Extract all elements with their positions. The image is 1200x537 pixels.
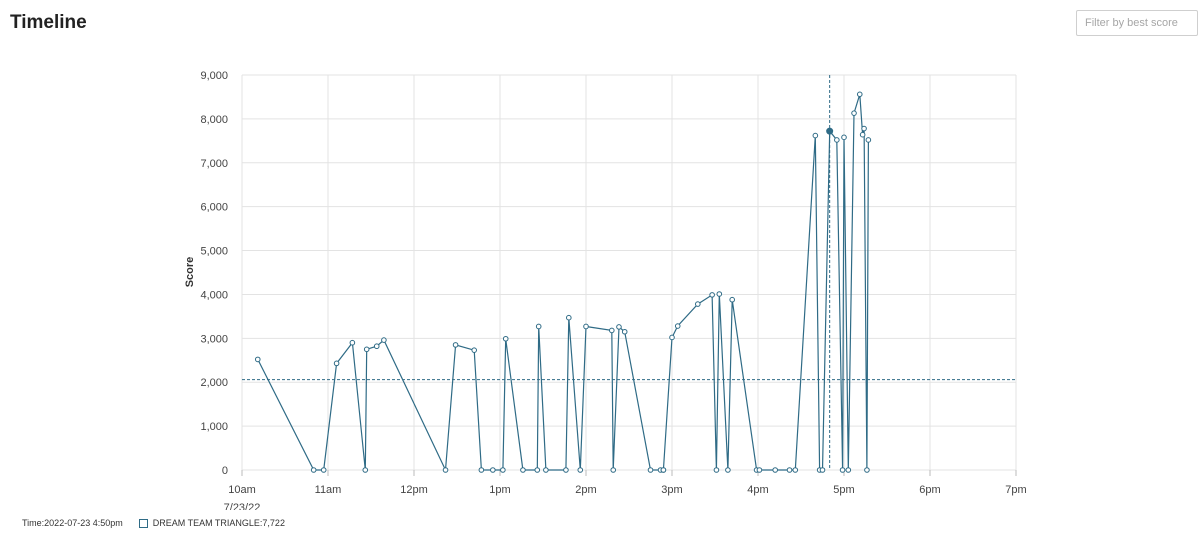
data-point — [502, 335, 509, 342]
data-point — [490, 467, 496, 473]
data-point — [856, 91, 863, 98]
x-tick-label: 7pm — [1005, 484, 1026, 496]
data-point — [381, 337, 387, 343]
data-point — [500, 467, 506, 473]
y-tick-label: 6,000 — [200, 202, 228, 214]
filter-input[interactable] — [1076, 10, 1198, 36]
data-point — [616, 324, 622, 330]
data-point — [609, 327, 615, 334]
data-point — [349, 339, 356, 346]
y-tick-label: 4,000 — [200, 289, 228, 301]
y-tick-label: 0 — [222, 465, 228, 477]
data-point — [320, 467, 327, 473]
data-point — [864, 467, 870, 473]
x-tick-label: 6pm — [919, 484, 940, 496]
data-point — [819, 467, 826, 473]
y-tick-label: 2,000 — [200, 377, 228, 389]
time-label: Time: — [22, 518, 45, 528]
data-point — [577, 467, 584, 473]
data-point — [310, 467, 317, 473]
data-point — [543, 467, 549, 473]
data-point — [839, 467, 846, 473]
legend-swatch — [138, 518, 148, 528]
data-point — [812, 132, 819, 139]
y-tick-label: 8,000 — [200, 114, 228, 126]
page-title: Timeline — [10, 12, 87, 33]
data-point — [865, 137, 872, 143]
data-point — [520, 467, 526, 473]
x-tick-label: 12pm — [400, 484, 428, 496]
data-point — [583, 323, 589, 330]
data-point — [621, 328, 628, 335]
x-date-label: 7/23/22 — [224, 502, 261, 510]
data-point — [729, 296, 736, 303]
x-tick-label: 2pm — [575, 484, 596, 496]
series-polyline — [257, 94, 870, 473]
data-point — [859, 131, 866, 138]
data-point — [861, 125, 867, 132]
data-point — [786, 467, 793, 473]
series-value: 7,722 — [262, 518, 285, 528]
footer-readout: Time: 2022-07-23 4:50pm DREAM TEAM TRIAN… — [22, 518, 285, 528]
x-tick-label: 11am — [315, 484, 342, 496]
y-axis-title: Score — [184, 257, 196, 288]
timeline-chart: 0 1,000 2,000 3,000 4,000 5,000 6,000 7,000 8,00… — [184, 70, 1027, 510]
y-tick-label: 9,000 — [200, 70, 228, 82]
data-point — [535, 323, 542, 330]
data-point — [851, 110, 857, 116]
data-point — [709, 292, 715, 298]
x-axis: 10am 11am 12pm 1pm 2pm 3pm 4pm 5pm 6pm 7pm 7/23/22 — [224, 470, 1027, 510]
data-point — [669, 334, 675, 341]
data-point — [566, 314, 572, 321]
data-point — [373, 343, 380, 350]
y-tick-label: 3,000 — [200, 333, 228, 345]
data-point — [534, 467, 541, 473]
data-point — [845, 467, 852, 473]
x-tick-label: 4pm — [747, 484, 768, 496]
data-point — [756, 467, 763, 473]
data-point — [452, 342, 459, 348]
y-tick-label: 7,000 — [200, 158, 228, 170]
data-point — [716, 291, 723, 297]
x-tick-label: 3pm — [661, 484, 682, 496]
data-point — [442, 467, 449, 473]
series-label: DREAM TEAM TRIANGLE: — [152, 518, 263, 528]
data-point — [363, 346, 370, 353]
data-point — [674, 323, 681, 329]
highlight-point — [826, 127, 834, 135]
data-point — [563, 467, 569, 473]
time-value: 2022-07-23 4:50pm — [44, 518, 123, 528]
data-point — [725, 467, 731, 473]
y-tick-label: 1,000 — [200, 421, 228, 433]
data-point — [834, 137, 840, 143]
x-tick-label: 5pm — [833, 484, 854, 496]
data-point — [660, 467, 667, 473]
y-tick-label: 5,000 — [200, 246, 228, 258]
data-point — [695, 301, 701, 307]
data-point — [792, 467, 799, 473]
data-point — [478, 467, 485, 473]
y-axis: 0 1,000 2,000 3,000 4,000 5,000 6,000 7,000 8,00… — [200, 70, 228, 477]
data-point — [254, 356, 261, 363]
data-point — [841, 134, 847, 141]
data-point — [610, 467, 617, 473]
series-points[interactable] — [254, 91, 872, 473]
series-line[interactable] — [257, 94, 870, 473]
data-point — [362, 467, 369, 473]
x-tick-label: 1pm — [489, 484, 510, 496]
data-point — [333, 360, 340, 367]
chart-grid — [241, 74, 1017, 471]
data-point — [772, 467, 779, 473]
x-tick-label: 10am — [228, 484, 256, 496]
data-point — [471, 347, 478, 353]
data-point — [647, 467, 654, 473]
data-point — [713, 467, 720, 473]
reference-line — [242, 75, 1016, 470]
